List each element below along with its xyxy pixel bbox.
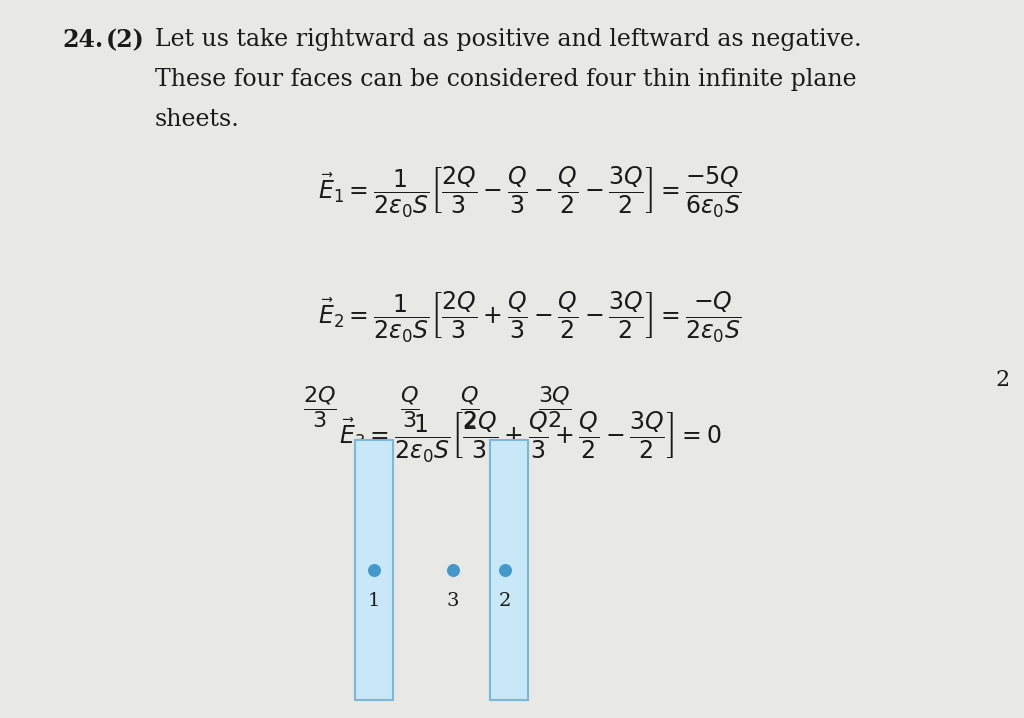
Text: 24.: 24. (62, 28, 103, 52)
Bar (490, 440, 528, 700)
Text: 1: 1 (368, 592, 380, 610)
Text: 3: 3 (446, 592, 459, 610)
Text: (2): (2) (106, 28, 144, 52)
Point (444, 564, 461, 576)
Text: Let us take rightward as positive and leftward as negative.: Let us take rightward as positive and le… (155, 28, 861, 51)
Text: $\vec{E}_3 = \dfrac{1}{2\varepsilon_0 S}\left[\dfrac{2Q}{3} + \dfrac{Q}{3} + \df: $\vec{E}_3 = \dfrac{1}{2\varepsilon_0 S}… (339, 410, 721, 465)
Text: 2: 2 (499, 592, 511, 610)
Text: $\dfrac{3Q}{2}$: $\dfrac{3Q}{2}$ (539, 384, 571, 430)
Text: $\dfrac{Q}{2}$: $\dfrac{Q}{2}$ (460, 384, 480, 430)
Text: 2: 2 (996, 369, 1010, 391)
Text: $\vec{E}_1 = \dfrac{1}{2\varepsilon_0 S}\left[\dfrac{2Q}{3} - \dfrac{Q}{3} - \df: $\vec{E}_1 = \dfrac{1}{2\varepsilon_0 S}… (318, 165, 741, 220)
Text: sheets.: sheets. (155, 108, 240, 131)
Text: $\dfrac{Q}{3}$: $\dfrac{Q}{3}$ (400, 384, 420, 430)
Point (497, 564, 513, 576)
Text: $\vec{E}_2 = \dfrac{1}{2\varepsilon_0 S}\left[\dfrac{2Q}{3} + \dfrac{Q}{3} - \df: $\vec{E}_2 = \dfrac{1}{2\varepsilon_0 S}… (318, 290, 741, 345)
Bar (355, 440, 393, 700)
Text: $\dfrac{2Q}{3}$: $\dfrac{2Q}{3}$ (303, 384, 337, 430)
Text: These four faces can be considered four thin infinite plane: These four faces can be considered four … (155, 68, 857, 91)
Point (366, 564, 382, 576)
